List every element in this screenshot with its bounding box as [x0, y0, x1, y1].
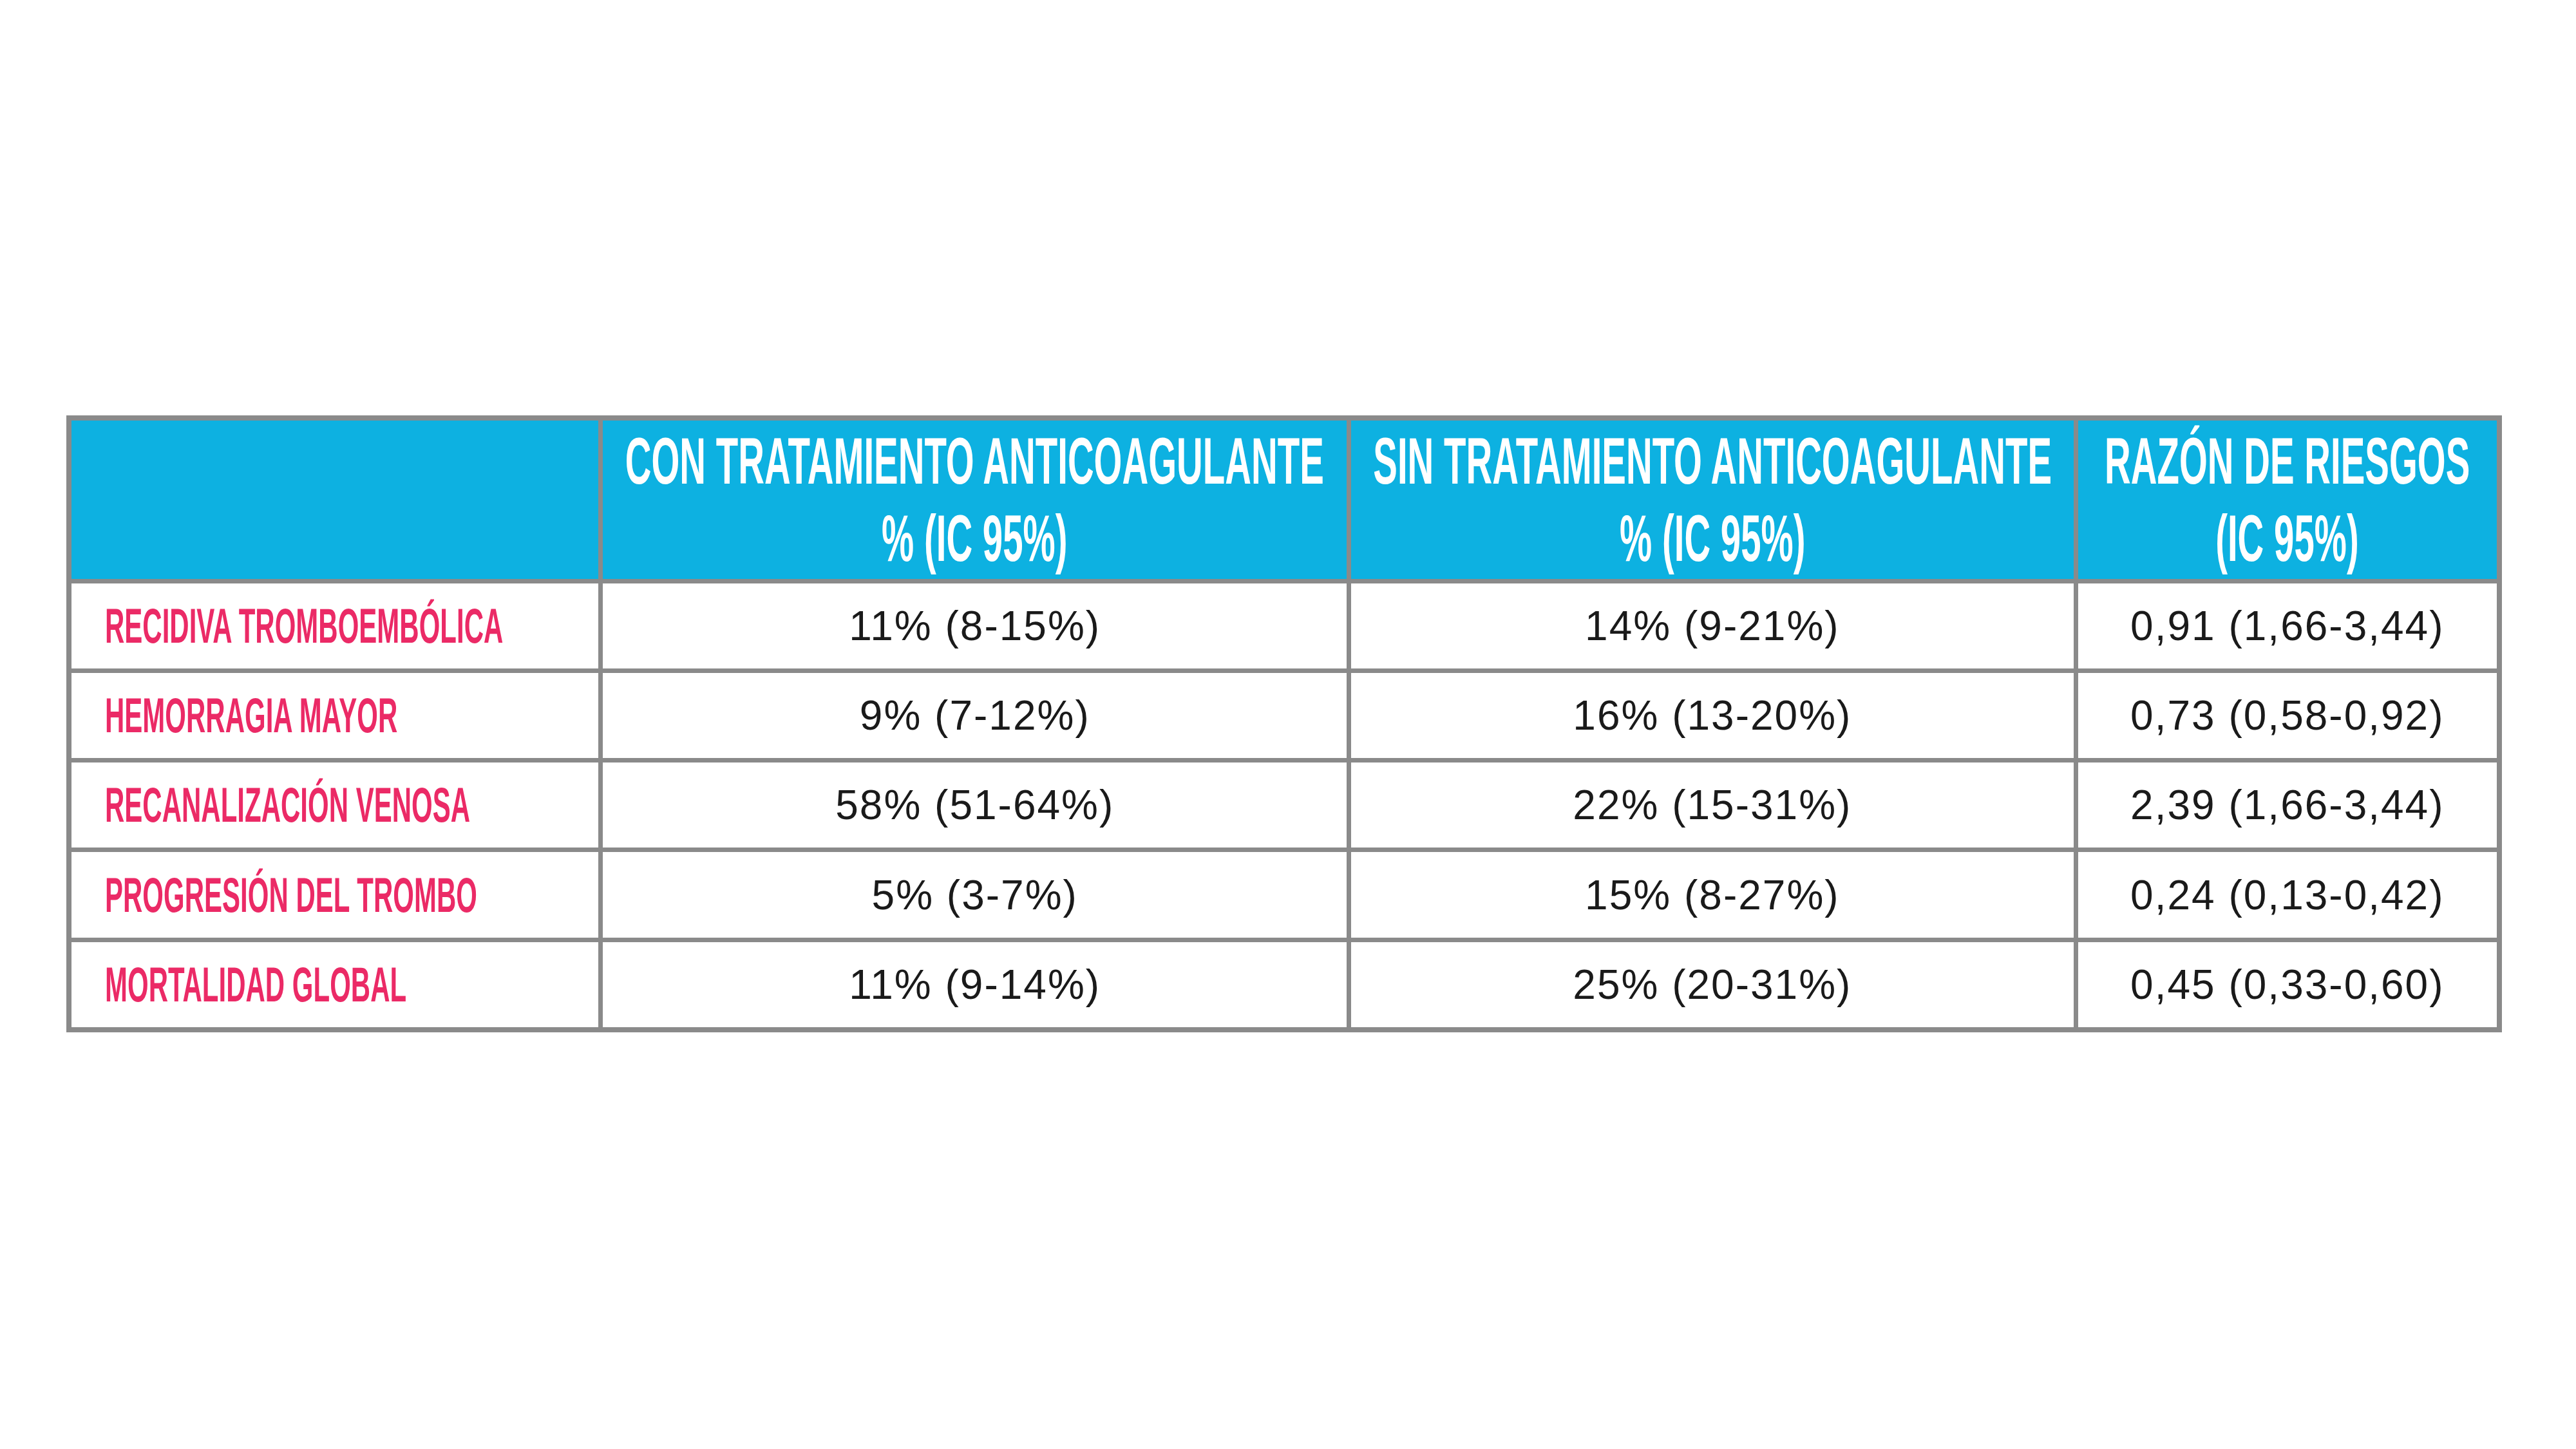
cell-value: 0,91 (1,66-3,44) [2130, 602, 2444, 650]
table-row-label: RECANALIZACIÓN VENOSA [71, 762, 598, 848]
column-header-sublabel: % (IC 95%) [1620, 506, 1805, 571]
table-row-label: PROGRESIÓN DEL TROMBO [71, 852, 598, 937]
column-header-label: CON TRATAMIENTO ANTICOAGULANTE [625, 428, 1324, 494]
table-cell: 11% (8-15%) [603, 583, 1347, 668]
cell-value: 5% (3-7%) [872, 871, 1078, 919]
cell-value: 58% (51-64%) [835, 781, 1114, 829]
table-cell: 14% (9-21%) [1351, 583, 2074, 668]
cell-value: 0,73 (0,58-0,92) [2130, 692, 2444, 739]
table-cell: 0,24 (0,13-0,42) [2078, 852, 2497, 937]
table-row-label: HEMORRAGIA MAYOR [71, 673, 598, 758]
table-cell: 5% (3-7%) [603, 852, 1347, 937]
header-cell-con-tratamiento: CON TRATAMIENTO ANTICOAGULANTE % (IC 95%… [603, 421, 1347, 579]
table-cell: 16% (13-20%) [1351, 673, 2074, 758]
cell-value: 0,24 (0,13-0,42) [2130, 871, 2444, 919]
table-cell: 2,39 (1,66-3,44) [2078, 762, 2497, 848]
page-canvas: CON TRATAMIENTO ANTICOAGULANTE % (IC 95%… [0, 0, 2576, 1449]
table-cell: 11% (9-14%) [603, 942, 1347, 1027]
row-label-text: MORTALIDAD GLOBAL [105, 960, 406, 1009]
cell-value: 22% (15-31%) [1573, 781, 1852, 829]
cell-value: 0,45 (0,33-0,60) [2130, 961, 2444, 1009]
table-cell: 0,45 (0,33-0,60) [2078, 942, 2497, 1027]
cell-value: 14% (9-21%) [1585, 602, 1840, 650]
column-header-label: SIN TRATAMIENTO ANTICOAGULANTE [1373, 428, 2052, 494]
table-row-label: RECIDIVA TROMBOEMBÓLICA [71, 583, 598, 668]
cell-value: 11% (9-14%) [849, 961, 1101, 1009]
table-cell: 0,73 (0,58-0,92) [2078, 673, 2497, 758]
row-label-text: PROGRESIÓN DEL TROMBO [105, 871, 477, 920]
table-cell: 25% (20-31%) [1351, 942, 2074, 1027]
column-header-sublabel: (IC 95%) [2216, 506, 2360, 571]
table-cell: 15% (8-27%) [1351, 852, 2074, 937]
outcomes-table: CON TRATAMIENTO ANTICOAGULANTE % (IC 95%… [66, 415, 2502, 1032]
table-cell: 9% (7-12%) [603, 673, 1347, 758]
column-header-sublabel: % (IC 95%) [882, 506, 1068, 571]
cell-value: 9% (7-12%) [860, 692, 1090, 739]
header-cell-razon-riesgos: RAZÓN DE RIESGOS (IC 95%) [2078, 421, 2497, 579]
cell-value: 25% (20-31%) [1573, 961, 1852, 1009]
header-cell-sin-tratamiento: SIN TRATAMIENTO ANTICOAGULANTE % (IC 95%… [1351, 421, 2074, 579]
table-cell: 22% (15-31%) [1351, 762, 2074, 848]
cell-value: 16% (13-20%) [1573, 692, 1852, 739]
row-label-text: HEMORRAGIA MAYOR [105, 691, 397, 740]
table-cell: 0,91 (1,66-3,44) [2078, 583, 2497, 668]
cell-value: 11% (8-15%) [849, 602, 1101, 650]
row-label-text: RECANALIZACIÓN VENOSA [105, 781, 470, 829]
cell-value: 2,39 (1,66-3,44) [2130, 781, 2444, 829]
table-row-label: MORTALIDAD GLOBAL [71, 942, 598, 1027]
row-label-text: RECIDIVA TROMBOEMBÓLICA [105, 601, 503, 650]
column-header-label: RAZÓN DE RIESGOS [2105, 428, 2470, 494]
cell-value: 15% (8-27%) [1585, 871, 1840, 919]
table-cell: 58% (51-64%) [603, 762, 1347, 848]
header-cell-empty [71, 421, 598, 579]
